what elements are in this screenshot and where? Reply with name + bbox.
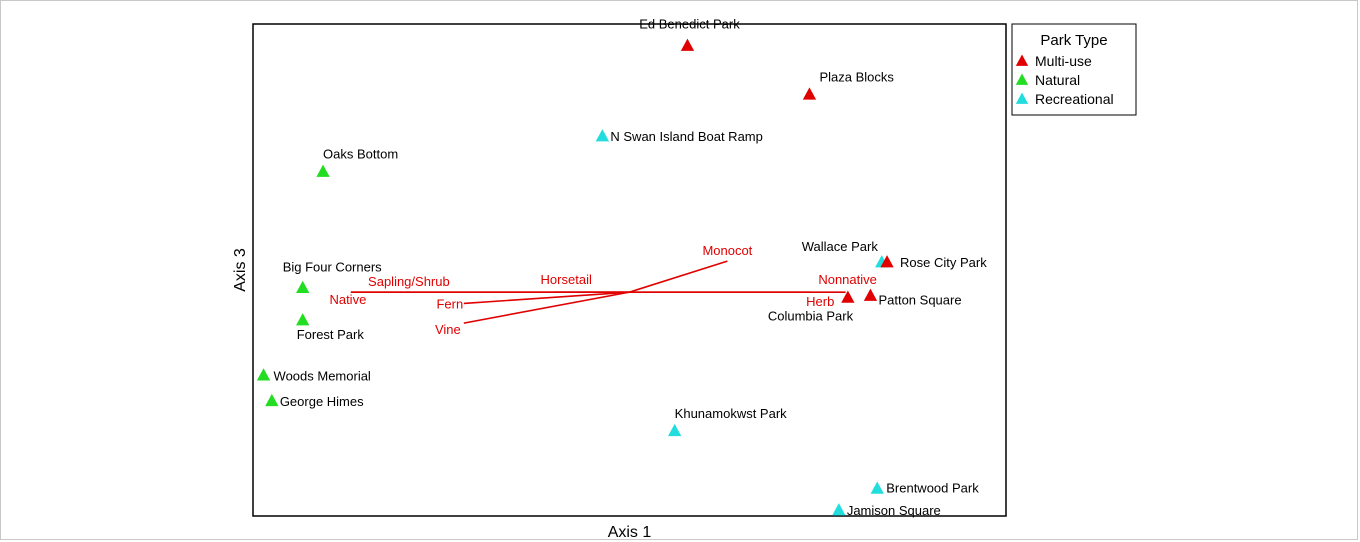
legend-box bbox=[1011, 23, 1137, 116]
x-axis-title: Axis 1 bbox=[608, 524, 652, 541]
vectors-layer: Monocot Nonnative Herb Horsetail Sapling/Shr… bbox=[329, 243, 876, 337]
legend-marker-multi-use bbox=[1015, 54, 1029, 66]
point-label-big-four-corners: Big Four Corners bbox=[283, 260, 382, 275]
legend-title: Park Type bbox=[1040, 32, 1107, 49]
vector-label-herb: Herb bbox=[806, 294, 834, 309]
point-label-george-himes: George Himes bbox=[280, 394, 364, 409]
legend-label-multi-use: Multi-use bbox=[1035, 53, 1092, 69]
vector-fern bbox=[463, 291, 630, 305]
point-rose-city-park bbox=[880, 255, 894, 268]
point-oaks-bottom bbox=[316, 164, 330, 177]
point-label-patton-square: Patton Square bbox=[878, 293, 961, 308]
legend-label-natural: Natural bbox=[1035, 72, 1080, 88]
vector-label-vine: Vine bbox=[435, 322, 461, 337]
legend-entries: Multi-use Natural Recreational bbox=[1015, 53, 1114, 107]
legend-marker-natural bbox=[1015, 73, 1029, 85]
point-forest-park bbox=[296, 313, 310, 326]
point-brentwood-park bbox=[870, 481, 884, 494]
vector-label-native: Native bbox=[329, 292, 366, 307]
plot-area bbox=[252, 23, 1007, 517]
point-label-jamison-square: Jamison Square bbox=[847, 503, 941, 518]
point-label-brentwood-park: Brentwood Park bbox=[886, 480, 979, 495]
point-label-n-swan-island-boat-ramp: N Swan Island Boat Ramp bbox=[610, 129, 762, 144]
legend: Park Type Multi-use Natural Recreational bbox=[1011, 23, 1137, 116]
point-label-oaks-bottom: Oaks Bottom bbox=[323, 147, 398, 162]
point-jamison-square bbox=[832, 503, 846, 516]
point-khunamokwst-park bbox=[668, 423, 682, 437]
point-label-plaza-blocks: Plaza Blocks bbox=[819, 69, 894, 84]
point-george-himes bbox=[265, 393, 279, 407]
vector-label-nonnative: Nonnative bbox=[818, 272, 877, 287]
point-big-four-corners bbox=[296, 280, 310, 293]
y-axis-title: Axis 3 bbox=[232, 248, 249, 292]
vector-label-horsetail: Horsetail bbox=[541, 272, 592, 287]
vector-label-sapling-shrub: Sapling/Shrub bbox=[368, 274, 450, 289]
vector-vine bbox=[463, 291, 630, 324]
point-ed-benedict-park bbox=[680, 38, 695, 51]
point-label-wallace-park: Wallace Park bbox=[802, 239, 879, 254]
point-n-swan-island-boat-ramp bbox=[595, 129, 610, 142]
point-plaza-blocks bbox=[802, 87, 817, 100]
point-woods-memorial bbox=[256, 368, 271, 381]
vector-monocot bbox=[629, 260, 728, 293]
point-label-ed-benedict-park: Ed Benedict Park bbox=[639, 17, 740, 32]
point-label-rose-city-park: Rose City Park bbox=[900, 255, 987, 270]
point-label-woods-memorial: Woods Memorial bbox=[274, 368, 371, 383]
point-label-khunamokwst-park: Khunamokwst Park bbox=[675, 406, 787, 421]
points-layer: Ed Benedict Park Plaza Blocks N Swan Islan… bbox=[256, 17, 987, 518]
legend-label-recreational: Recreational bbox=[1035, 91, 1114, 107]
point-label-columbia-park: Columbia Park bbox=[768, 309, 854, 324]
point-label-forest-park: Forest Park bbox=[297, 327, 365, 342]
legend-marker-recreational bbox=[1015, 92, 1029, 104]
vector-label-monocot: Monocot bbox=[702, 243, 752, 258]
point-columbia-park bbox=[841, 290, 855, 303]
point-patton-square bbox=[863, 288, 878, 301]
vector-label-fern: Fern bbox=[436, 296, 463, 311]
